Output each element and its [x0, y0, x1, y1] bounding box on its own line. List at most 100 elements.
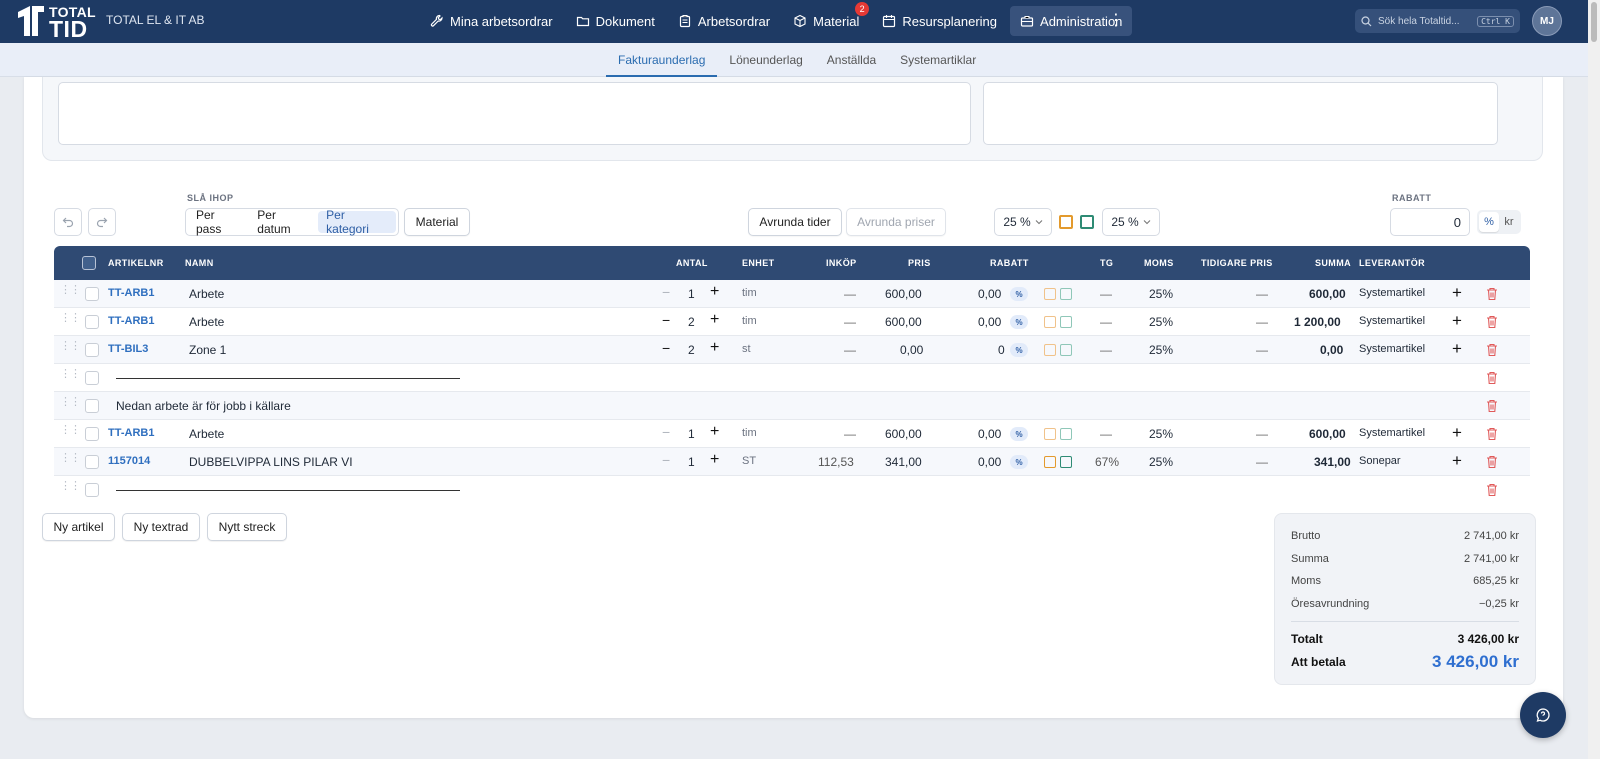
increase-qty-button[interactable]: +	[710, 339, 720, 356]
article-number-link[interactable]: TT-ARB1	[108, 315, 155, 327]
row-checkbox[interactable]	[85, 343, 99, 357]
text-row[interactable]: ⋮⋮ Nedan arbete är för jobb i källare	[54, 392, 1530, 420]
qty-value[interactable]: 2	[688, 315, 695, 329]
drag-handle-icon[interactable]: ⋮⋮	[60, 480, 81, 492]
unit-value[interactable]: st	[742, 343, 751, 355]
select-all-checkbox[interactable]	[82, 256, 96, 270]
article-number-link[interactable]: 1157014	[108, 455, 151, 467]
price-value[interactable]: 600,00	[885, 315, 922, 329]
undo-button[interactable]	[54, 208, 82, 236]
nav-material[interactable]: Material 2	[783, 2, 870, 36]
increase-qty-button[interactable]: +	[710, 451, 720, 468]
green-marker-toggle[interactable]	[1080, 215, 1094, 229]
discount-unit-badge[interactable]: %	[1010, 315, 1028, 329]
add-row-button[interactable]: +	[1452, 451, 1462, 470]
drag-handle-icon[interactable]: ⋮⋮	[60, 452, 81, 464]
green-flag-checkbox[interactable]	[1060, 428, 1072, 440]
green-flag-checkbox[interactable]	[1060, 316, 1072, 328]
trash-icon[interactable]	[1486, 427, 1498, 441]
unit-value[interactable]: ST	[742, 455, 757, 467]
round-prices-button[interactable]: Avrunda priser	[846, 208, 946, 236]
item-name[interactable]: Zone 1	[189, 343, 227, 357]
item-name[interactable]: Arbete	[189, 427, 225, 441]
purchase-value[interactable]: —	[844, 343, 856, 357]
drag-handle-icon[interactable]: ⋮⋮	[60, 424, 81, 436]
vat-select-2[interactable]: 25 %	[1102, 208, 1160, 236]
discount-input[interactable]: 0	[1390, 208, 1470, 236]
table-row[interactable]: ⋮⋮ TT-ARB1 Arbete − 2 + tim — 600,00 0,0…	[54, 308, 1530, 336]
item-name[interactable]: DUBBELVIPPA LINS PILAR VI	[189, 455, 353, 469]
tab-loneunderlag[interactable]: Löneunderlag	[729, 53, 803, 67]
nav-mina-arbetsordrar[interactable]: Mina arbetsordrar	[420, 6, 563, 36]
discount-value[interactable]: 0,00	[978, 315, 1002, 329]
totaltid-logo[interactable]: TOTAL TID	[16, 2, 98, 42]
round-times-button[interactable]: Avrunda tider	[748, 208, 842, 236]
row-checkbox[interactable]	[85, 483, 99, 497]
vat-select-1[interactable]: 25 %	[994, 208, 1052, 236]
scrollbar-thumb[interactable]	[1591, 2, 1597, 42]
separator-row[interactable]: ⋮⋮	[54, 364, 1530, 392]
decrease-qty-button[interactable]: −	[662, 284, 671, 300]
drag-handle-icon[interactable]: ⋮⋮	[60, 312, 81, 324]
decrease-qty-button[interactable]: −	[662, 340, 671, 356]
item-name[interactable]: Arbete	[189, 287, 225, 301]
nav-resursplanering[interactable]: Resursplanering	[872, 6, 1007, 36]
separator-row[interactable]: ⋮⋮	[54, 476, 1530, 504]
merge-per-pass[interactable]: Per pass	[196, 208, 222, 236]
trash-icon[interactable]	[1486, 287, 1498, 301]
price-value[interactable]: 341,00	[885, 455, 922, 469]
redo-button[interactable]	[88, 208, 116, 236]
drag-handle-icon[interactable]: ⋮⋮	[60, 284, 81, 296]
row-checkbox[interactable]	[85, 315, 99, 329]
increase-qty-button[interactable]: +	[710, 423, 720, 440]
decrease-qty-button[interactable]: −	[662, 312, 671, 328]
drag-handle-icon[interactable]: ⋮⋮	[60, 340, 81, 352]
orange-flag-checkbox[interactable]	[1044, 288, 1056, 300]
row-checkbox[interactable]	[85, 427, 99, 441]
green-flag-checkbox[interactable]	[1060, 344, 1072, 356]
article-number-link[interactable]: TT-ARB1	[108, 287, 155, 299]
item-name[interactable]: Arbete	[189, 315, 225, 329]
discount-value[interactable]: 0,00	[978, 287, 1002, 301]
decrease-qty-button[interactable]: −	[662, 424, 671, 440]
row-checkbox[interactable]	[85, 287, 99, 301]
row-checkbox[interactable]	[85, 455, 99, 469]
nav-arbetsordrar[interactable]: Arbetsordrar	[668, 6, 780, 36]
vat-value[interactable]: 25%	[1149, 315, 1174, 329]
orange-marker-toggle[interactable]	[1059, 215, 1073, 229]
row-checkbox[interactable]	[85, 399, 99, 413]
trash-icon[interactable]	[1486, 315, 1498, 329]
table-row[interactable]: ⋮⋮ TT-BIL3 Zone 1 − 2 + st — 0,00 0 % — …	[54, 336, 1530, 364]
trash-icon[interactable]	[1486, 343, 1498, 357]
chat-support-button[interactable]	[1520, 692, 1566, 738]
qty-value[interactable]: 1	[688, 455, 695, 469]
new-line-button[interactable]: Nytt streck	[207, 513, 287, 541]
unit-value[interactable]: tim	[742, 315, 757, 327]
discount-unit-badge[interactable]: %	[1010, 455, 1028, 469]
drag-handle-icon[interactable]: ⋮⋮	[60, 396, 81, 408]
discount-unit-badge[interactable]: %	[1010, 287, 1028, 301]
article-number-link[interactable]: TT-ARB1	[108, 427, 155, 439]
global-search[interactable]: Sök hela Totaltid... Ctrl K	[1355, 9, 1520, 33]
add-row-button[interactable]: +	[1452, 423, 1462, 442]
page-scrollbar[interactable]	[1588, 0, 1600, 759]
orange-flag-checkbox[interactable]	[1044, 428, 1056, 440]
table-row[interactable]: ⋮⋮ TT-ARB1 Arbete − 1 + tim — 600,00 0,0…	[54, 420, 1530, 448]
article-number-link[interactable]: TT-BIL3	[108, 343, 149, 355]
increase-qty-button[interactable]: +	[710, 283, 720, 300]
price-value[interactable]: 600,00	[885, 287, 922, 301]
discount-value[interactable]: 0	[998, 343, 1005, 357]
purchase-value[interactable]: —	[844, 287, 856, 301]
discount-unit-badge[interactable]: %	[1010, 343, 1028, 357]
orange-flag-checkbox[interactable]	[1044, 316, 1056, 328]
material-button[interactable]: Material	[404, 208, 470, 236]
decrease-qty-button[interactable]: −	[662, 452, 671, 468]
user-avatar[interactable]: MJ	[1532, 6, 1562, 36]
discount-value[interactable]: 0,00	[978, 455, 1002, 469]
table-row[interactable]: ⋮⋮ TT-ARB1 Arbete − 1 + tim — 600,00 0,0…	[54, 280, 1530, 308]
unit-value[interactable]: tim	[742, 427, 757, 439]
nav-dokument[interactable]: Dokument	[566, 6, 665, 36]
trash-icon[interactable]	[1486, 483, 1498, 497]
purchase-value[interactable]: —	[844, 315, 856, 329]
add-row-button[interactable]: +	[1452, 339, 1462, 358]
